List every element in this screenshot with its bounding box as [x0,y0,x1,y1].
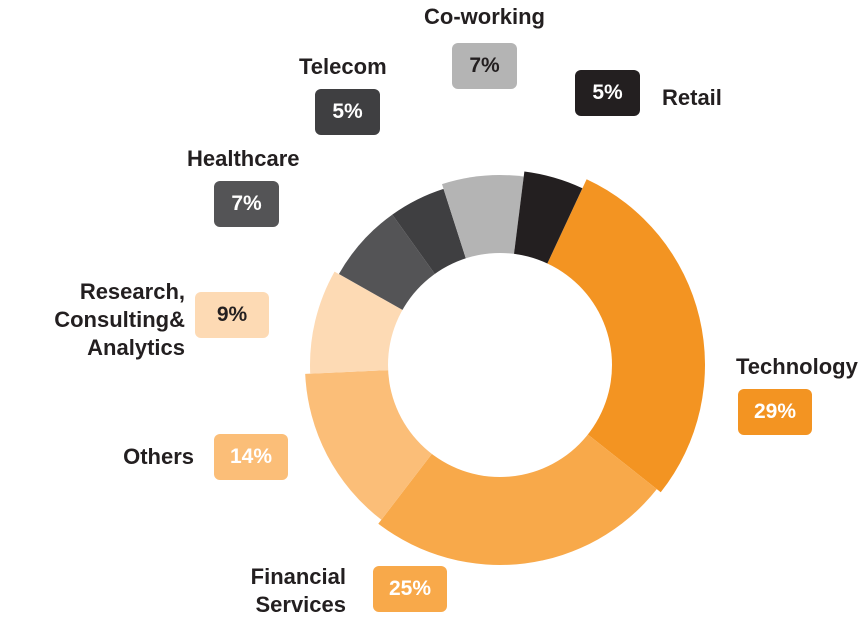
label-research-line2: Consulting& [54,307,185,332]
badge-technology: 29% [738,389,812,435]
donut-hole [388,253,612,477]
label-others: Others [123,444,194,469]
badge-retail: 5% [575,70,640,116]
label-research-line3: Analytics [87,335,185,360]
badge-healthcare: 7% [214,181,279,227]
label-financial-line1: Financial [250,564,346,589]
label-healthcare: Healthcare [187,146,300,171]
label-technology: Technology [736,354,858,379]
badge-telecom: 5% [315,89,380,135]
badge-others: 14% [214,434,288,480]
badge-coworking: 7% [452,43,517,89]
label-retail: Retail [662,85,722,110]
badge-financial-services: 25% [373,566,447,612]
label-financial-line2: Services [255,592,346,617]
badge-research: 9% [195,292,269,338]
label-coworking: Co-working [424,4,545,29]
label-research-line1: Research, [79,279,185,304]
label-telecom: Telecom [299,54,387,79]
